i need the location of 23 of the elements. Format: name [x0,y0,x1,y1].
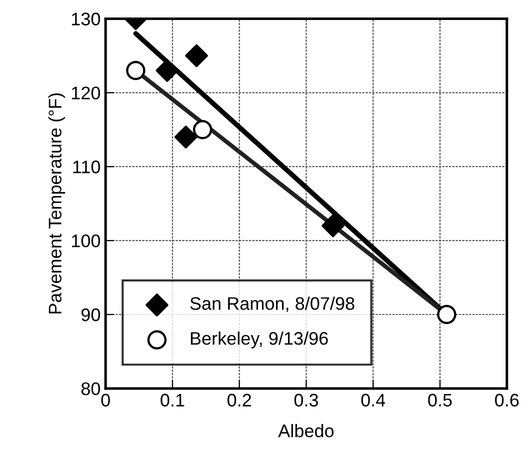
x-tick-label: 0.5 [428,394,452,407]
legend-label: San Ramon, 8/07/98 [190,296,354,312]
x-tick-label: 0.2 [228,394,252,407]
legend-label: Berkeley, 9/13/96 [190,332,328,348]
x-tick-label: 0.1 [160,394,184,407]
point [192,120,212,140]
point [126,60,146,80]
x-tick-label: 0.4 [361,394,386,407]
point [185,44,208,68]
y-tick-label: 120 [72,86,100,100]
x-axis-title: Albedo [278,424,334,438]
y-tick-label: 110 [73,160,100,174]
point [437,304,456,324]
x-tick-label: 0.6 [495,394,519,407]
y-axis-title: Pavement Temperature (°F) [48,93,66,314]
point [174,126,198,148]
x-tick-label: 0 [101,394,110,407]
y-tick-label: 130 [72,12,100,26]
x-tick-label: 0.3 [294,394,318,407]
y-tick-label: 80 [81,382,100,396]
y-tick-label: 90 [82,308,100,322]
y-tick-label: 100 [72,234,100,248]
point [322,214,344,238]
